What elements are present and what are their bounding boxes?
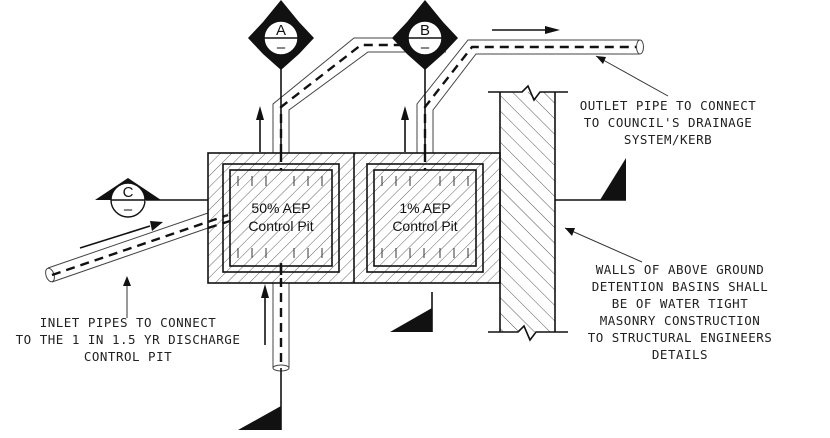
note-walls-line6: DETAILS [652, 347, 708, 362]
note-outlet-line3: SYSTEM/KERB [624, 132, 712, 147]
pit-right-label-line1: 1% AEP [399, 200, 450, 216]
note-walls-line4: MASONRY CONSTRUCTION [600, 313, 761, 328]
inlet-pipe-diagonal [45, 212, 229, 283]
masonry-wall [488, 84, 568, 342]
control-pit-1aep: 1% AEP Control Pit [366, 163, 484, 273]
control-pit-50aep: 50% AEP Control Pit [222, 163, 340, 273]
section-marker-a-letter: A [276, 22, 286, 39]
pit-structure [207, 152, 501, 284]
pit-left-label-line1: 50% AEP [251, 200, 310, 216]
section-marker-c-sub: – [124, 201, 133, 218]
section-marker-a: A – [248, 0, 314, 150]
note-inlet-line1: INLET PIPES TO CONNECT [40, 315, 217, 330]
note-walls-line2: DETENTION BASINS SHALL [592, 279, 769, 294]
section-marker-a-sub: – [277, 39, 286, 56]
pit-left-label-line2: Control Pit [248, 218, 313, 234]
section-marker-b: B – [392, 0, 458, 150]
note-walls-line5: TO STRUCTURAL ENGINEERS [588, 330, 773, 345]
pit-right-label-line2: Control Pit [392, 218, 457, 234]
note-outlet-line1: OUTLET PIPE TO CONNECT [580, 98, 757, 113]
section-marker-b-letter: B [420, 22, 430, 39]
outlet-flow-arrow [492, 26, 560, 34]
note-inlet-line2: TO THE 1 IN 1.5 YR DISCHARGE [16, 332, 241, 347]
note-walls-line3: BE OF WATER TIGHT [612, 296, 748, 311]
note-inlet-line3: CONTROL PIT [84, 349, 172, 364]
section-cut-flags [238, 158, 626, 430]
note-outlet-line2: TO COUNCIL'S DRAINAGE [584, 115, 753, 130]
flow-arrows-up [256, 106, 409, 152]
section-marker-c-letter: C [123, 184, 134, 201]
leader-lines [123, 55, 669, 318]
note-walls-line1: WALLS OF ABOVE GROUND [596, 262, 765, 277]
section-marker-c: C – [95, 178, 208, 218]
section-marker-b-sub: – [421, 39, 430, 56]
